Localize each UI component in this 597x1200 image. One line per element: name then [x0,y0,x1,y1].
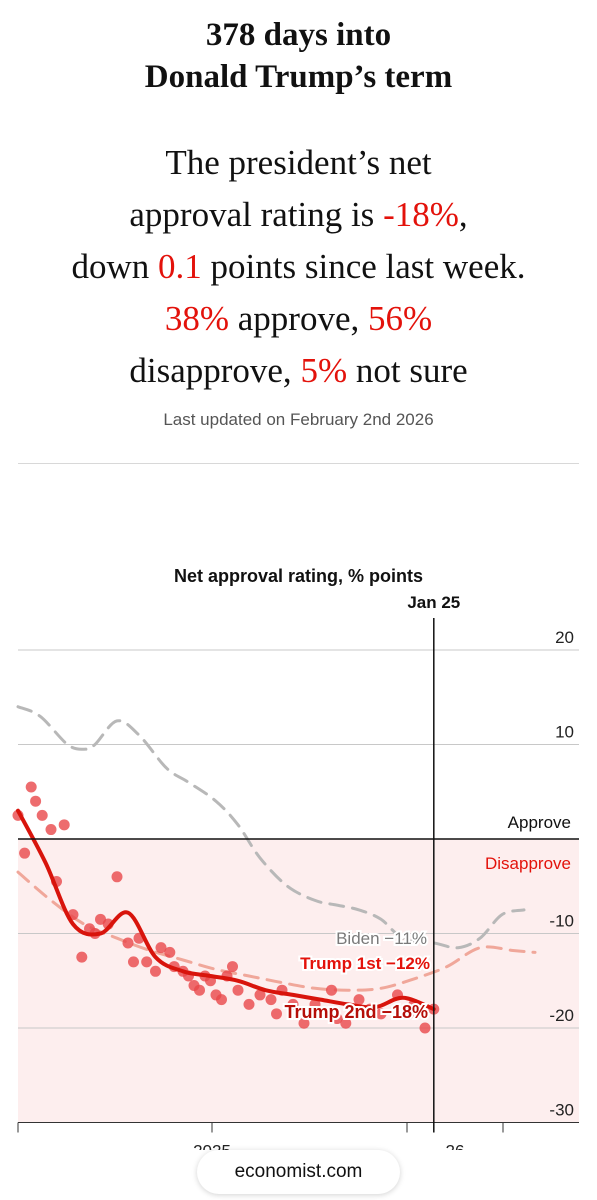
summary-text: points since last week. [201,247,526,286]
disapprove-value: 56% [367,299,433,338]
y-tick-label: -10 [549,912,574,931]
y-tick-label: 10 [555,723,574,742]
trump-second-term-line [16,808,436,1012]
headline-line-2: Donald Trump’s term [144,59,453,95]
poll-point [194,984,205,996]
poll-point [271,1008,282,1020]
poll-point [155,942,167,954]
headline: 378 days into Donald Trump’s term [0,14,597,98]
poll-point [122,937,134,949]
poll-point [141,956,153,968]
poll-point [326,984,337,996]
summary-line-5: disapprove, 5% not sure [0,345,597,397]
biden-label: Biden −11% [336,929,427,948]
summary-text: approval rating is [129,195,384,234]
not-sure-value: 5% [300,351,348,390]
summary-line-4: 38% approve, 56% [0,293,597,345]
trump-second-term-label: Trump 2nd −18% [284,1002,428,1022]
poll-point [309,998,321,1010]
poll-point [298,1017,310,1029]
y-tick-label: -20 [549,1006,574,1025]
x-tick-label: 26 [446,1142,465,1151]
approval-chart: 20 10 -10 -20 -30 2025 26 Approve Disapprove Jan … [12,593,579,1151]
poll-point [30,795,42,807]
poll-point [265,994,277,1006]
poll-point [128,956,139,968]
summary-text: not sure [347,351,468,390]
last-updated: Last updated on February 2nd 2026 [163,410,434,429]
poll-point [25,781,37,793]
summary-line-3: down 0.1 points since last week. [0,241,597,293]
poll-point [243,998,255,1010]
summary-text: The president’s net [165,143,432,182]
summary-text: down [71,247,159,286]
poll-point [419,1022,431,1034]
summary-line-1: The president’s net [0,137,597,189]
poll-point [287,998,299,1010]
disapprove-region [18,839,579,1123]
poll-point [227,961,238,973]
summary-text: approve, [229,299,368,338]
divider [18,463,579,464]
poll-point [232,984,244,996]
approve-label: Approve [508,813,571,832]
headline-line-1: 378 days into [205,17,392,53]
approve-value: 38% [164,299,229,338]
x-tick-label: 2025 [193,1142,231,1151]
poll-point [216,994,227,1006]
poll-point [403,1008,414,1020]
source-link[interactable]: economist.com [197,1150,400,1194]
disapprove-label: Disapprove [485,854,571,873]
net-approval-value: -18% [383,195,459,234]
poll-point [19,847,31,859]
poll-point [315,1008,326,1020]
chart-title: Net approval rating, % points [173,566,424,586]
poll-point [76,951,88,963]
poll-point [111,871,123,883]
trump-first-term-label: Trump 1st −12% [300,954,430,973]
y-tick-label: 20 [555,628,574,647]
poll-point [353,994,365,1006]
summary-text: , [458,195,468,234]
poll-point [150,965,161,977]
approval-summary: The president’s net approval rating is -… [0,137,597,397]
poll-point [36,809,48,821]
poll-point [164,946,176,958]
poll-point [375,1008,387,1020]
summary-line-2: approval rating is -18%, [0,189,597,241]
summary-text: disapprove, [129,351,301,390]
poll-point [254,989,266,1001]
biden-line [16,705,526,950]
today-marker-label: Jan 25 [407,593,460,612]
poll-point [45,824,57,836]
trump-first-term-line [16,870,537,992]
poll-point [58,819,70,831]
poll-point [340,1017,352,1029]
poll-point [331,1013,343,1025]
weekly-change-value: 0.1 [158,247,202,286]
y-tick-label: -30 [549,1101,574,1120]
